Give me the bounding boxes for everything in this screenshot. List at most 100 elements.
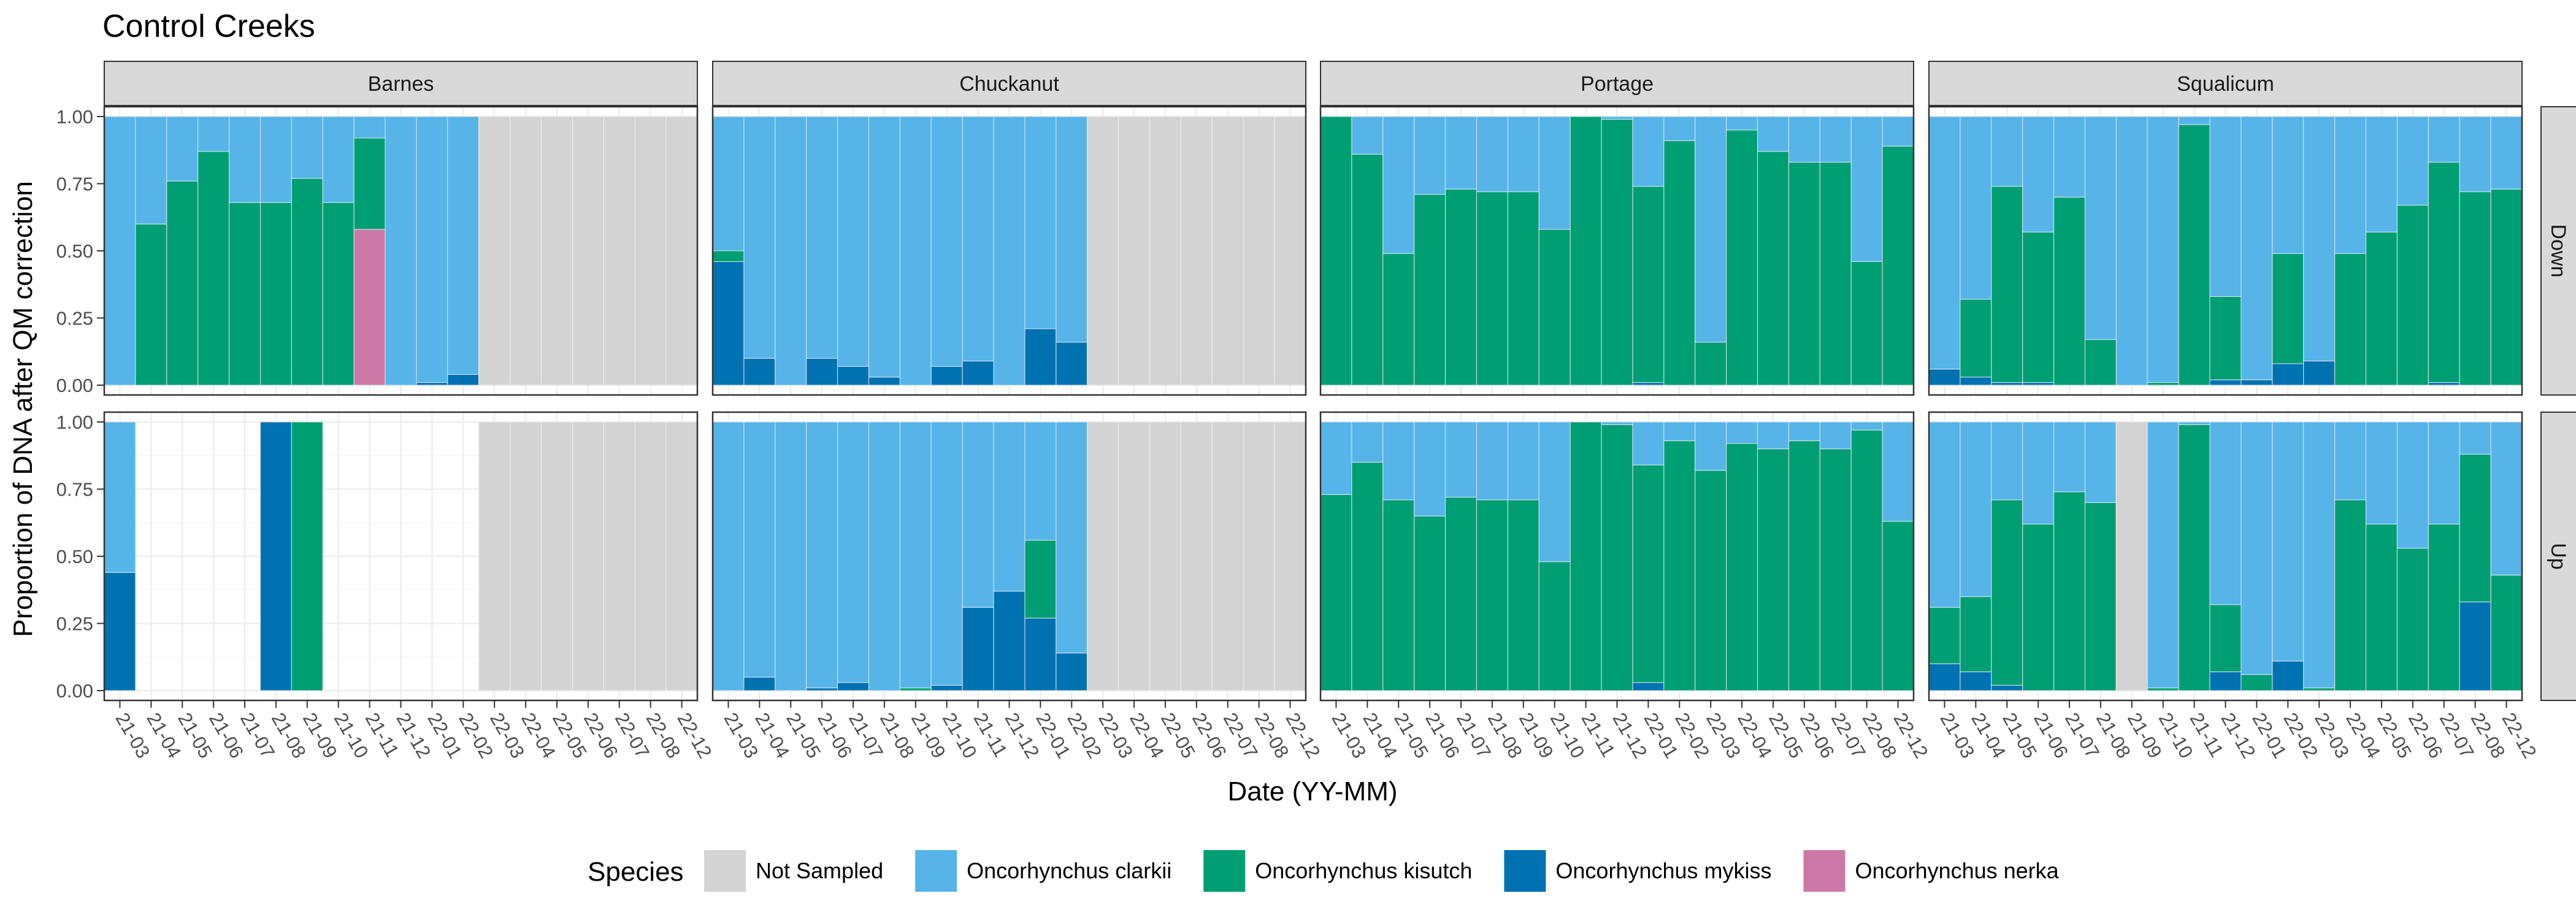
bar-portage-up-21-08-clarkii	[1476, 421, 1508, 500]
bar-chuckanut-down-22-04-not-sampled	[1117, 116, 1151, 386]
bar-portage-down-21-12-clarkii	[1601, 116, 1633, 120]
bar-chuckanut-down-21-04-mykiss	[743, 358, 776, 386]
bar-portage-down-22-01-mykiss	[1632, 382, 1665, 386]
bar-chuckanut-down-21-04-clarkii	[743, 116, 776, 359]
bar-portage-down-22-01-clarkii	[1632, 116, 1665, 187]
bar-squalicum-down-22-03-clarkii	[2303, 116, 2336, 362]
bar-barnes-down-22-08-not-sampled	[634, 116, 667, 386]
row-label-down: Down	[2547, 224, 2570, 278]
bar-portage-down-21-07-clarkii	[1445, 116, 1477, 190]
bar-barnes-down-21-06-kisutch	[197, 151, 230, 386]
bar-portage-down-21-05-clarkii	[1382, 116, 1415, 254]
legend-title: Species	[588, 857, 684, 887]
bar-barnes-up-22-12-not-sampled	[665, 421, 698, 691]
bar-squalicum-down-22-08-clarkii	[2459, 116, 2491, 193]
bar-portage-up-21-05-kisutch	[1382, 499, 1415, 691]
bar-squalicum-down-21-04-clarkii	[1960, 116, 1992, 300]
bar-portage-up-21-09-clarkii	[1507, 421, 1539, 500]
bar-portage-up-21-08-kisutch	[1476, 499, 1508, 691]
bar-squalicum-down-21-07-clarkii	[2053, 116, 2085, 197]
bar-chuckanut-up-21-09-kisutch	[899, 688, 932, 691]
bar-chuckanut-up-21-03-clarkii	[712, 421, 745, 691]
bar-portage-up-21-04-clarkii	[1351, 421, 1384, 463]
bar-chuckanut-down-22-06-not-sampled	[1180, 116, 1213, 386]
bar-squalicum-down-22-03-mykiss	[2303, 361, 2336, 386]
bar-barnes-up-21-03-mykiss	[104, 572, 136, 691]
bar-squalicum-down-21-08-kisutch	[2084, 339, 2117, 386]
bar-portage-up-22-01-mykiss	[1632, 682, 1665, 691]
bar-squalicum-down-21-05-clarkii	[1991, 116, 2023, 187]
legend-key-oncorhynchus-nerka	[1803, 850, 1846, 892]
bar-portage-down-21-08-clarkii	[1476, 116, 1508, 193]
bar-portage-up-21-03-kisutch	[1320, 494, 1352, 691]
bar-barnes-up-21-08-mykiss	[259, 421, 292, 691]
bar-portage-down-22-04-clarkii	[1726, 116, 1758, 131]
legend-label-oncorhynchus-clarkii: Oncorhynchus clarkii	[967, 858, 1171, 883]
bar-squalicum-up-21-03-kisutch	[1928, 607, 1961, 664]
bar-squalicum-up-22-05-clarkii	[2366, 421, 2398, 524]
bar-barnes-down-22-01-clarkii	[416, 116, 448, 383]
bar-squalicum-up-21-11-kisutch	[2178, 424, 2210, 691]
panel-barnes-down	[103, 105, 699, 396]
y-tick-label-up-0: 0.00	[56, 680, 93, 702]
panel-barnes-up: 21-0321-0421-0521-0621-0721-0821-0921-10…	[103, 411, 716, 762]
bar-portage-down-22-07-kisutch	[1819, 161, 1852, 386]
bar-portage-down-21-10-clarkii	[1538, 116, 1571, 230]
bar-portage-down-22-08-clarkii	[1850, 116, 1883, 263]
bar-chuckanut-up-21-05-clarkii	[775, 421, 807, 691]
bar-barnes-up-22-06-not-sampled	[572, 421, 605, 691]
row-strip-up	[2540, 412, 2576, 701]
legend-label-not-sampled: Not Sampled	[756, 858, 883, 883]
bar-chuckanut-down-21-09-clarkii	[899, 116, 932, 386]
bar-squalicum-up-22-04-kisutch	[2334, 499, 2367, 691]
bar-chuckanut-down-21-10-mykiss	[930, 366, 963, 386]
bar-portage-up-21-05-clarkii	[1382, 421, 1415, 500]
bar-squalicum-down-21-10-clarkii	[2147, 116, 2179, 383]
bar-barnes-up-21-09-kisutch	[291, 421, 323, 691]
bar-barnes-down-21-04-kisutch	[135, 223, 167, 386]
bar-chuckanut-up-21-09-clarkii	[899, 421, 932, 689]
bar-portage-down-22-08-kisutch	[1850, 261, 1883, 386]
panel-border	[1928, 105, 2523, 396]
legend-label-oncorhynchus-kisutch: Oncorhynchus kisutch	[1255, 858, 1472, 883]
bar-barnes-down-22-01-mykiss	[416, 382, 448, 386]
bar-portage-up-22-07-clarkii	[1819, 421, 1852, 450]
bar-squalicum-down-22-01-clarkii	[2241, 116, 2273, 380]
bar-squalicum-down-22-04-clarkii	[2334, 116, 2367, 254]
bar-barnes-down-21-11-clarkii	[353, 116, 386, 139]
bar-portage-down-22-03-kisutch	[1695, 342, 1727, 386]
bar-portage-down-22-06-kisutch	[1788, 161, 1820, 386]
bar-chuckanut-up-22-05-not-sampled	[1149, 421, 1182, 691]
y-tick-label-up-2: 0.50	[56, 546, 93, 567]
panel-portage-down	[1319, 105, 1915, 396]
bar-portage-down-22-02-kisutch	[1663, 140, 1696, 386]
bar-portage-up-22-05-clarkii	[1757, 421, 1789, 450]
bar-portage-down-22-06-clarkii	[1788, 116, 1820, 163]
bar-portage-up-21-04-kisutch	[1351, 462, 1384, 691]
bar-portage-down-22-05-kisutch	[1757, 151, 1789, 386]
y-tick-label-down-4: 1.00	[56, 106, 93, 128]
bar-portage-down-22-07-clarkii	[1819, 116, 1852, 163]
legend-key-oncorhynchus-mykiss	[1504, 850, 1546, 892]
bar-squalicum-down-22-01-mykiss	[2241, 379, 2273, 386]
bar-squalicum-up-21-08-clarkii	[2084, 421, 2117, 503]
bar-squalicum-up-21-10-kisutch	[2147, 688, 2179, 691]
bar-chuckanut-down-22-07-not-sampled	[1211, 116, 1244, 386]
panel-border	[711, 105, 1307, 396]
bar-barnes-up-22-08-not-sampled	[634, 421, 667, 691]
bar-squalicum-down-22-02-mykiss	[2272, 363, 2304, 386]
bar-portage-down-22-04-kisutch	[1726, 129, 1758, 386]
bar-chuckanut-up-21-04-mykiss	[743, 677, 776, 691]
bar-barnes-down-22-02-clarkii	[447, 116, 480, 375]
facet-label-barnes: Barnes	[368, 72, 434, 96]
bar-squalicum-down-21-12-kisutch	[2209, 296, 2242, 380]
bar-squalicum-up-21-05-mykiss	[1991, 684, 2023, 691]
bar-portage-up-22-02-kisutch	[1663, 440, 1696, 691]
bar-barnes-down-21-12-clarkii	[385, 116, 417, 386]
y-tick-label-down-2: 0.50	[56, 240, 93, 262]
bar-portage-down-22-12-clarkii	[1882, 116, 1914, 147]
bar-portage-up-22-06-clarkii	[1788, 421, 1820, 442]
bar-portage-up-21-06-kisutch	[1414, 515, 1446, 691]
bar-portage-up-22-01-kisutch	[1632, 464, 1665, 683]
bar-squalicum-down-22-06-kisutch	[2396, 205, 2429, 386]
